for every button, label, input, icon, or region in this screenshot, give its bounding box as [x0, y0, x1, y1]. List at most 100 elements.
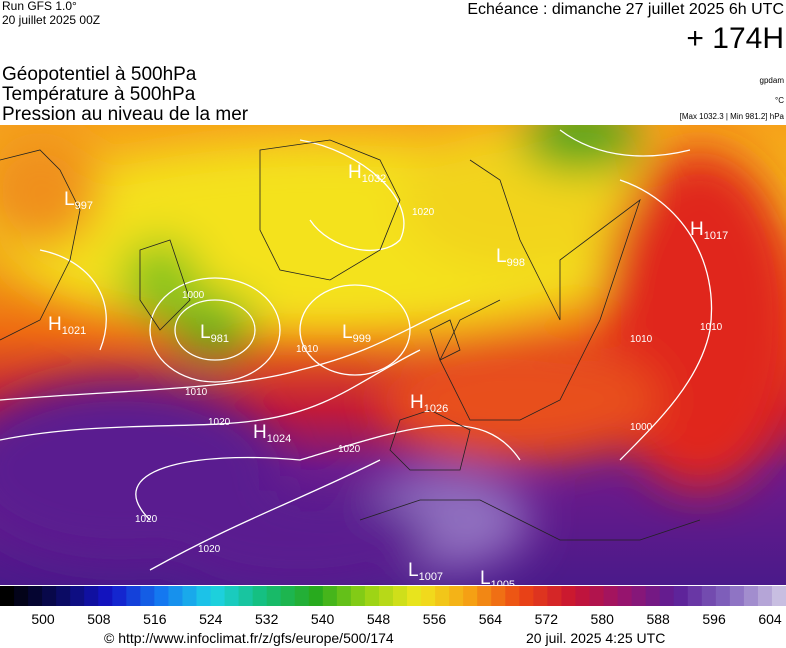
- center-letter: L: [64, 189, 75, 210]
- unit-label: [Max 1032.3 | Min 981.2] hPa: [680, 112, 785, 121]
- colorbar-swatch: [322, 586, 338, 606]
- colorbar-label: 508: [87, 611, 111, 627]
- colorbar-swatch: [56, 586, 71, 606]
- colorbar-swatch: [266, 586, 282, 606]
- colorbar-swatch: [603, 586, 619, 606]
- colorbar-label: 596: [702, 611, 726, 627]
- colorbar-swatch: [84, 586, 99, 606]
- colorbar-swatch: [224, 586, 240, 606]
- colorbar-swatch: [210, 586, 226, 606]
- footer-url: © http://www.infoclimat.fr/z/gfs/europe/…: [104, 630, 394, 646]
- colorbar-swatch: [659, 586, 675, 606]
- colorbar-swatch: [280, 586, 296, 606]
- colorbar-swatch: [491, 586, 506, 606]
- isobar-label: 1010: [185, 387, 208, 398]
- colorbar-label: 532: [255, 611, 279, 627]
- isobar-label: 1020: [338, 444, 361, 455]
- run-date: 20 juillet 2025 00Z: [2, 13, 100, 27]
- center-letter: L: [408, 560, 419, 581]
- colorbar-swatch: [743, 586, 759, 606]
- colorbar-swatch: [687, 586, 703, 606]
- colorbar-swatch: [182, 586, 197, 606]
- colorbar-swatch: [575, 586, 590, 606]
- center-letter: L: [342, 322, 353, 343]
- colorbar-swatch: [533, 586, 548, 606]
- colorbar-swatch: [308, 586, 324, 606]
- colorbar-label: 540: [311, 611, 335, 627]
- colorbar-swatch: [154, 586, 169, 606]
- pressure-center: H1024: [253, 422, 291, 445]
- colorbar-swatch: [294, 586, 310, 606]
- colorbar-swatch: [715, 586, 731, 606]
- title-line: Température à 500hPa: [2, 84, 196, 105]
- center-value: 998: [507, 257, 525, 269]
- colorbar-swatch: [140, 586, 155, 606]
- colorbar-swatch: [645, 586, 661, 606]
- colorbar-swatch: [463, 586, 478, 606]
- isobar-label: 1020: [412, 207, 435, 218]
- colorbar-swatch: [505, 586, 520, 606]
- colorbar-swatch: [673, 586, 689, 606]
- center-letter: H: [48, 314, 62, 335]
- colorbar-label: 556: [423, 611, 447, 627]
- center-value: 1024: [267, 433, 291, 445]
- center-value: 997: [75, 200, 93, 212]
- colorbar-label: 564: [479, 611, 503, 627]
- pressure-center: L1005: [480, 568, 515, 591]
- colorbar-swatch: [435, 586, 450, 606]
- isobar-label: 1000: [182, 290, 205, 301]
- colorbar-swatch: [70, 586, 85, 606]
- pressure-center: H1021: [48, 314, 86, 337]
- colorbar-swatch: [336, 586, 352, 606]
- isobar-label: 1010: [296, 344, 319, 355]
- pressure-center: L999: [342, 322, 371, 345]
- colorbar-swatch: [421, 586, 436, 606]
- colorbar-swatch: [350, 586, 366, 606]
- colorbar-swatch: [407, 586, 422, 606]
- isobar-label: 1010: [630, 334, 653, 345]
- center-value: 1017: [704, 230, 728, 242]
- colorbar: 500 508 516 524 532 540 548 556 564 572 580 588 596 6…: [0, 586, 786, 627]
- pressure-center: H1032: [348, 162, 386, 185]
- colorbar-label: 588: [646, 611, 670, 627]
- colorbar-swatch: [126, 586, 141, 606]
- colorbar-swatch: [519, 586, 534, 606]
- colorbar-swatch: [238, 586, 254, 606]
- center-letter: H: [253, 422, 267, 443]
- center-letter: L: [496, 246, 507, 267]
- center-value: 1005: [491, 579, 515, 591]
- title-line: Géopotentiel à 500hPa: [2, 64, 197, 85]
- center-letter: H: [348, 162, 362, 183]
- pressure-center: L1007: [408, 560, 443, 583]
- colorbar-label: 604: [758, 611, 782, 627]
- pressure-center: H1026: [410, 392, 448, 415]
- colorbar-label: 572: [535, 611, 559, 627]
- colorbar-swatch: [449, 586, 464, 606]
- run-label: Run GFS 1.0°: [2, 0, 77, 13]
- colorbar-swatch: [393, 586, 408, 606]
- colorbar-swatch: [112, 586, 127, 606]
- colorbar-swatch: [729, 586, 745, 606]
- colorbar-swatch: [589, 586, 605, 606]
- colorbar-label: 516: [143, 611, 167, 627]
- pressure-center: L997: [64, 189, 93, 212]
- colorbar-swatch: [561, 586, 576, 606]
- isobar-label: 1020: [208, 417, 231, 428]
- colorbar-swatch: [378, 586, 394, 606]
- isobar-label: 1020: [135, 514, 158, 525]
- colorbar-swatch: [757, 586, 773, 606]
- center-value: 999: [353, 333, 371, 345]
- pressure-center: L981: [200, 322, 229, 345]
- colorbar-label: 548: [367, 611, 391, 627]
- colorbar-swatch: [547, 586, 562, 606]
- colorbar-label: 580: [591, 611, 615, 627]
- colorbar-swatch: [701, 586, 717, 606]
- lead-time: + 174H: [686, 22, 784, 55]
- isobar-label: 1010: [700, 322, 723, 333]
- colorbar-label: 524: [199, 611, 223, 627]
- colorbar-swatch: [168, 586, 183, 606]
- colorbar-swatch: [364, 586, 380, 606]
- colorbar-swatch: [771, 586, 786, 606]
